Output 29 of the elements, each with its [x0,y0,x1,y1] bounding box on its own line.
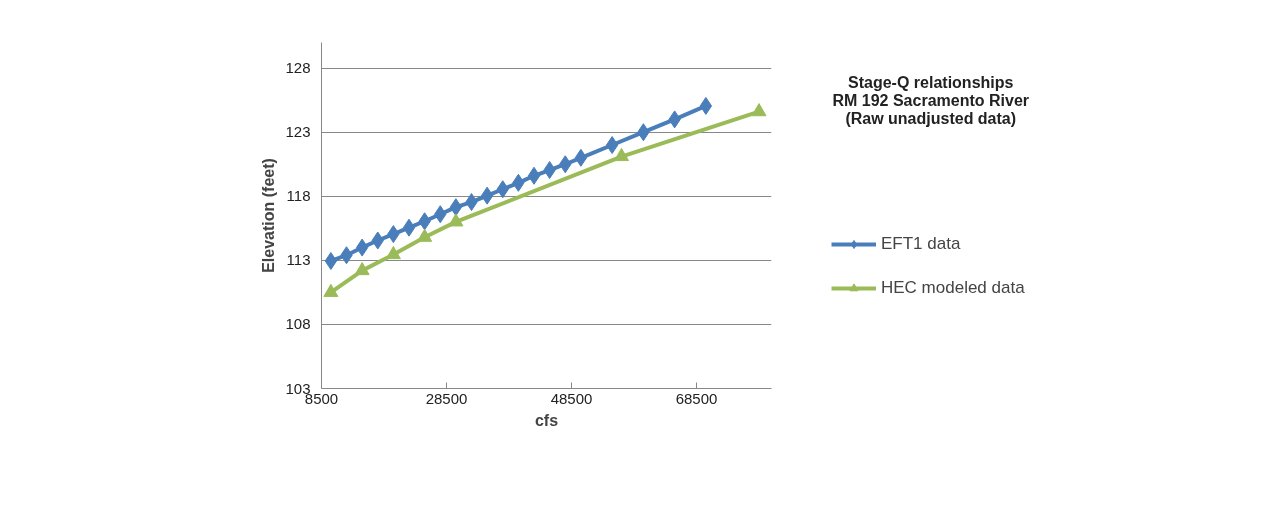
y-tick-label: 118 [286,187,311,205]
point [449,198,463,217]
point [448,213,464,227]
point [354,262,370,276]
point [751,103,767,117]
point [614,147,629,162]
x-tick-label: 28500 [425,389,468,407]
y-tick-label: 128 [285,59,311,77]
y-tick-label: 108 [285,315,311,333]
y-tick-label: 123 [285,123,311,141]
point [324,251,338,270]
point [480,186,494,205]
legend-label: HEC modeled data [881,278,1025,298]
point [699,96,713,115]
text: Stage-Q relationships RM 192 Sacramento River (Raw unadjusted data) [832,73,1029,127]
point [417,228,433,242]
x-tick-label: 68500 [675,389,718,407]
point [385,246,401,260]
x-axis-title: cfs [534,411,559,429]
point [574,148,588,167]
point [402,218,416,237]
legend-label: EFT1 data [881,234,961,254]
point [527,166,541,185]
x-tick-label: 48500 [550,389,593,407]
point [355,238,369,257]
y-axis-title: Elevation (feet) [260,158,278,273]
point [605,136,619,155]
y-tick-label: 113 [286,251,311,269]
point [323,283,339,297]
